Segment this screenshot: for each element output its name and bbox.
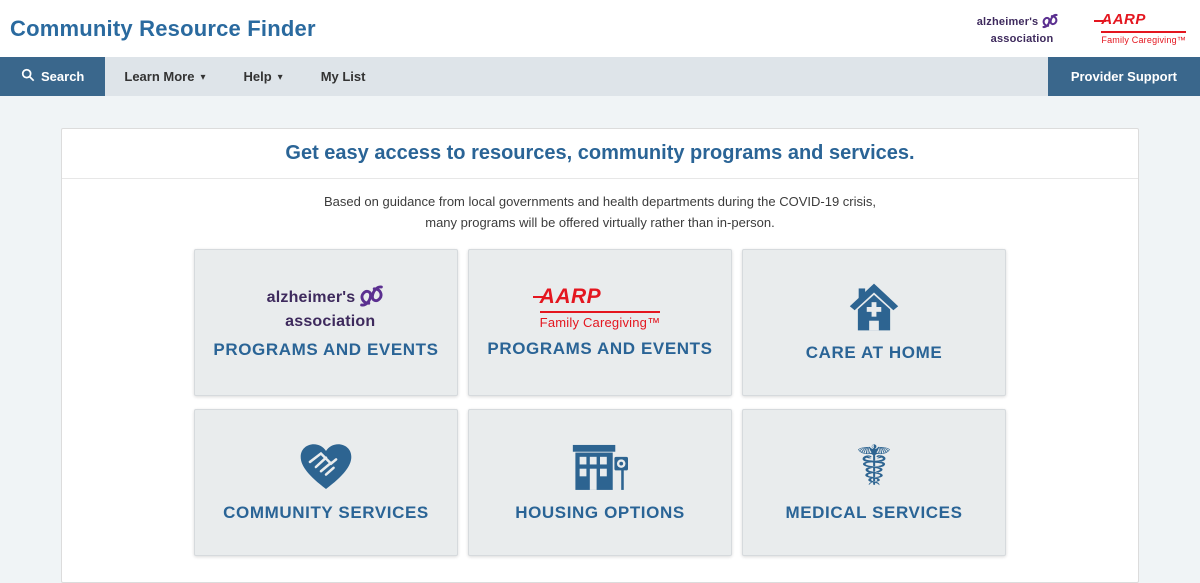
page-title: Community Resource Finder	[10, 15, 316, 41]
building-sign-icon	[572, 441, 628, 493]
nav-spacer	[384, 57, 1047, 96]
nav-help[interactable]: Help ▾	[224, 57, 301, 96]
alz-logo-text: alzheimer's	[266, 289, 356, 307]
tile-housing-options[interactable]: HOUSING OPTIONS	[468, 408, 732, 556]
tile-label: CARE AT HOME	[805, 343, 943, 363]
aarp-logo-text: AARP	[532, 284, 602, 308]
alzheimers-association-logo[interactable]: alzheimer's association	[977, 13, 1060, 45]
nav-my-list[interactable]: My List	[302, 57, 385, 96]
tile-label: HOUSING OPTIONS	[515, 503, 685, 523]
house-medical-icon	[848, 281, 900, 333]
tile-medical-services[interactable]: ☤ MEDICAL SERVICES	[742, 408, 1006, 556]
caduceus-icon: ☤	[855, 434, 893, 500]
covid-notice-line2: many programs will be offered virtually …	[425, 214, 775, 230]
tile-label: PROGRAMS AND EVENTS	[487, 338, 713, 358]
tile-alz-programs-and-events[interactable]: alzheimer's association PROGRAMS AND EVE…	[194, 248, 458, 396]
alz-logo-subtext: association	[285, 313, 376, 331]
tile-care-at-home[interactable]: CARE AT HOME	[742, 248, 1006, 396]
main-card: Get easy access to resources, community …	[61, 128, 1139, 583]
aarp-family-caregiving-logo[interactable]: AARP Family Caregiving™	[1094, 11, 1186, 45]
chevron-down-icon: ▾	[277, 71, 283, 83]
main-heading: Get easy access to resources, community …	[62, 129, 1138, 179]
aarp-logo-rule	[539, 310, 661, 313]
alz-brain-icon	[358, 284, 385, 312]
header-logos: alzheimer's association AARP Family Care…	[977, 12, 1188, 45]
nav-help-label: Help	[243, 69, 272, 84]
alz-brain-icon	[1041, 13, 1059, 33]
covid-notice: Based on guidance from local governments…	[62, 192, 1138, 234]
aarp-logo-text: AARP	[1094, 11, 1146, 28]
tile-aarp-programs-and-events[interactable]: AARP Family Caregiving™ PROGRAMS AND EVE…	[468, 248, 732, 396]
category-tiles: alzheimer's association PROGRAMS AND EVE…	[194, 248, 1006, 556]
nav-learn-more[interactable]: Learn More ▾	[105, 57, 224, 96]
provider-support-button[interactable]: Provider Support	[1047, 57, 1200, 96]
search-icon	[21, 68, 35, 85]
aarp-logo-subtext: Family Caregiving™	[1101, 35, 1186, 45]
nav-learn-more-label: Learn More	[124, 69, 195, 84]
tile-label: COMMUNITY SERVICES	[223, 503, 429, 523]
app-header: Community Resource Finder alzheimer's as…	[0, 0, 1200, 57]
tile-label: PROGRAMS AND EVENTS	[213, 340, 439, 360]
main-nav: Search Learn More ▾ Help ▾ My List Provi…	[0, 57, 1200, 96]
alz-logo-subtext: association	[990, 32, 1054, 45]
tile-community-services[interactable]: COMMUNITY SERVICES	[194, 408, 458, 556]
nav-my-list-label: My List	[320, 69, 366, 84]
nav-search-label: Search	[41, 69, 85, 84]
alzheimers-association-logo: alzheimer's association	[267, 284, 386, 330]
aarp-family-caregiving-logo: AARP Family Caregiving™	[532, 284, 661, 330]
heart-handshake-icon	[299, 441, 353, 493]
covid-notice-line1: Based on guidance from local governments…	[323, 194, 877, 209]
aarp-logo-subtext: Family Caregiving™	[539, 314, 661, 330]
tile-label: MEDICAL SERVICES	[785, 503, 963, 523]
aarp-logo-rule	[1101, 31, 1186, 33]
nav-search[interactable]: Search	[0, 57, 106, 96]
alz-logo-text: alzheimer's	[976, 16, 1039, 28]
chevron-down-icon: ▾	[200, 71, 206, 83]
